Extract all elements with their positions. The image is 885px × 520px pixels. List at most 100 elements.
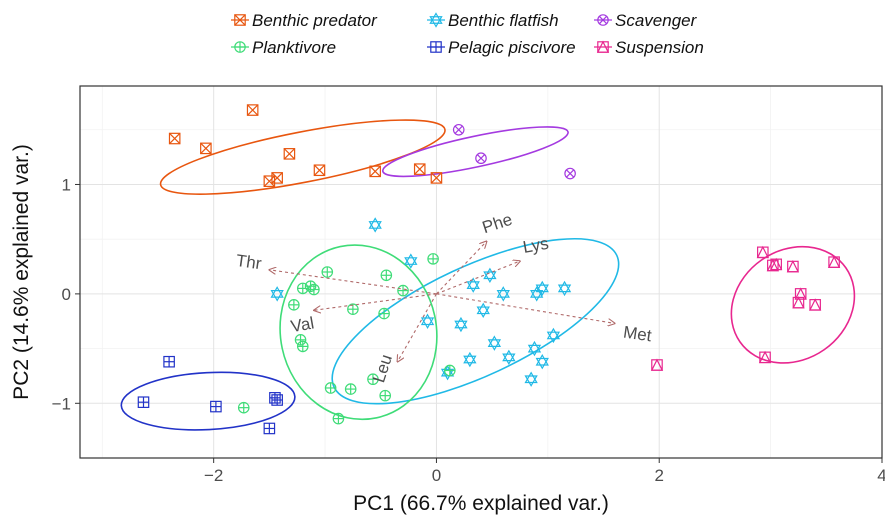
legend-key-benthic-predator [234,14,246,26]
loading-arrow-thr [269,270,437,295]
point-benthic-predator [200,142,212,155]
legend-item-benthic-predator: Benthic predator [231,11,378,30]
point-planktivore [367,373,379,386]
confidence-ellipses [120,119,856,431]
gridlines [80,86,883,458]
series-benthic-predator [168,104,443,187]
legend-item-suspension: Suspension [594,38,704,57]
y-tick-label: 1 [62,175,71,194]
point-benthic-flatfish [535,354,549,370]
loading-label-met: Met [622,323,653,346]
point-suspension [758,350,772,364]
point-benthic-predator [430,172,443,184]
point-benthic-predator [413,163,426,175]
point-benthic-predator [246,104,259,116]
point-scavenger [452,123,465,136]
point-planktivore [378,307,390,320]
point-benthic-predator [263,175,276,187]
plot-panel [80,86,882,458]
ellipse-benthic-flatfish [331,237,620,405]
point-benthic-flatfish [466,277,480,293]
x-tick-label: 0 [432,466,441,485]
point-benthic-predator [313,164,326,177]
series-planktivore [237,253,456,425]
point-benthic-flatfish [463,351,477,368]
point-benthic-flatfish [270,286,284,302]
point-pelagic-piscivore [271,394,283,406]
point-benthic-flatfish [404,253,418,269]
y-tick-label: −1 [52,394,71,413]
series-scavenger [452,123,576,180]
point-planktivore [427,253,439,265]
point-benthic-predator [369,165,381,178]
loading-arrow-lys [436,261,520,295]
legend-label-scavenger: Scavenger [615,11,698,30]
point-benthic-flatfish [527,340,542,357]
point-benthic-flatfish [420,313,435,329]
ellipse-benthic-predator [159,119,446,195]
point-suspension [808,298,822,311]
point-suspension [794,287,807,300]
point-benthic-flatfish [524,371,538,387]
loading-arrow-met [436,293,614,324]
point-benthic-flatfish [368,217,382,233]
axis-ticks: −2 0 2 4 −1 0 1 [52,175,885,485]
point-planktivore [308,283,320,296]
y-tick-label: 0 [62,285,71,304]
point-suspension [827,255,841,268]
point-planktivore [296,340,309,353]
x-tick-label: −2 [204,466,223,485]
loading-arrow-phe [436,241,486,295]
y-axis-title: PC2 (14.6% explained var.) [10,144,33,400]
point-suspension [792,296,805,309]
ellipse-pelagic-piscivore [120,371,296,431]
ellipse-suspension [730,245,856,364]
loading-arrow-leu [397,293,437,362]
x-axis-title: PC1 (66.7% explained var.) [353,492,609,515]
point-benthic-predator [283,148,296,160]
point-benthic-flatfish [487,335,502,351]
legend-item-benthic-flatfish: Benthic flatfish [427,11,559,30]
legend-label-planktivore: Planktivore [252,38,336,57]
legend-label-suspension: Suspension [615,38,704,57]
point-benthic-flatfish [454,316,468,333]
point-scavenger [475,152,487,165]
point-planktivore [321,266,334,278]
data-points [137,104,841,435]
point-suspension [650,358,664,371]
point-benthic-flatfish [476,302,490,318]
point-benthic-flatfish [557,280,572,297]
legend-key-pelagic-piscivore [430,41,442,53]
x-tick-label: 4 [877,466,885,485]
legend-label-benthic-flatfish: Benthic flatfish [448,11,559,30]
legend-key-scavenger [597,14,609,26]
x-tick-label: 2 [654,466,663,485]
point-benthic-flatfish [502,349,516,366]
point-planktivore [380,269,393,282]
point-suspension [766,258,780,272]
point-planktivore [379,389,392,402]
point-suspension [756,245,769,259]
legend-item-scavenger: Scavenger [594,11,698,30]
point-planktivore [237,401,250,414]
point-benthic-flatfish [496,286,510,302]
legend-key-suspension [596,40,610,53]
legend-key-benthic-flatfish [429,12,443,28]
point-planktivore [294,334,307,346]
point-planktivore [332,412,345,425]
point-suspension [786,259,800,273]
point-planktivore [296,282,309,295]
point-planktivore [397,284,409,297]
point-pelagic-piscivore [137,396,150,408]
point-benthic-predator [168,132,181,145]
point-pelagic-piscivore [163,355,175,368]
loading-label-lys: Lys [521,234,550,257]
point-suspension [770,257,783,271]
plot-border [79,85,883,459]
point-planktivore [324,382,337,394]
legend-item-planktivore: Planktivore [231,38,336,57]
ellipse-planktivore [279,244,438,421]
series-pelagic-piscivore [137,355,283,435]
point-planktivore [444,364,456,377]
